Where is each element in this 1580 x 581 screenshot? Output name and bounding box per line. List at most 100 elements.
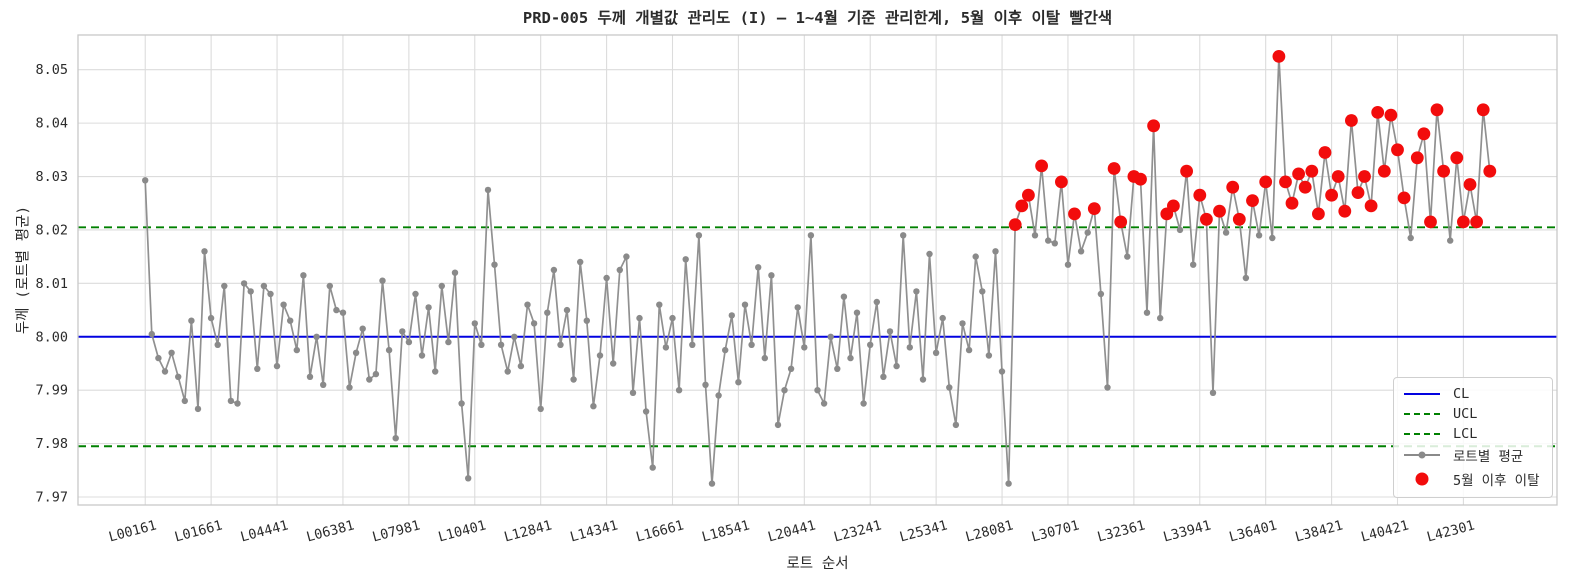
data-point-marker bbox=[260, 282, 268, 290]
data-point-marker bbox=[781, 387, 788, 394]
legend-item-lcl: LCL bbox=[1404, 426, 1542, 442]
data-point-marker bbox=[247, 288, 254, 295]
data-point-marker bbox=[293, 346, 300, 354]
data-point-marker bbox=[333, 306, 340, 314]
data-point-marker bbox=[774, 421, 782, 429]
x-tick-label: L06381 bbox=[305, 517, 356, 545]
data-point-marker bbox=[1084, 229, 1091, 236]
outlier-marker bbox=[1068, 207, 1081, 221]
y-tick-label: 8.02 bbox=[35, 222, 68, 238]
x-tick-label: L42301 bbox=[1425, 517, 1476, 545]
data-point-marker bbox=[695, 232, 703, 239]
outlier-marker bbox=[1397, 191, 1411, 205]
data-point-marker bbox=[807, 232, 815, 239]
data-point-marker bbox=[313, 333, 320, 340]
x-tick-label: L25341 bbox=[898, 517, 949, 545]
x-tick-label: L28081 bbox=[964, 517, 1015, 545]
outlier-marker bbox=[1147, 119, 1160, 133]
data-point-marker bbox=[748, 341, 755, 348]
data-point-marker bbox=[992, 248, 999, 255]
data-point-marker bbox=[682, 256, 689, 263]
out-of-control-dot-swatch bbox=[1404, 472, 1440, 486]
data-point-marker bbox=[959, 320, 966, 327]
data-point-marker bbox=[544, 309, 551, 316]
outlier-marker bbox=[1200, 212, 1213, 226]
data-point-marker bbox=[366, 376, 373, 383]
data-point-marker bbox=[372, 370, 380, 378]
data-point-marker bbox=[504, 368, 511, 375]
data-point-marker bbox=[465, 475, 472, 482]
outlier-marker bbox=[1193, 188, 1207, 202]
data-point-marker bbox=[425, 304, 432, 311]
data-point-marker bbox=[590, 403, 597, 410]
data-point-marker bbox=[728, 312, 735, 319]
outlier-marker bbox=[1305, 164, 1319, 178]
y-tick-label: 7.99 bbox=[35, 383, 68, 399]
x-tick-label: L36401 bbox=[1227, 517, 1278, 545]
data-point-marker bbox=[287, 317, 294, 324]
x-tick-label: L38421 bbox=[1293, 517, 1344, 545]
data-point-marker bbox=[339, 309, 347, 316]
data-point-marker bbox=[853, 309, 861, 316]
legend-label-lot-mean: 로트별 평균 bbox=[1453, 449, 1524, 466]
data-point-marker bbox=[1209, 389, 1217, 396]
data-point-marker bbox=[847, 354, 854, 362]
outlier-marker bbox=[1476, 103, 1490, 117]
x-tick-label: L18541 bbox=[700, 517, 751, 545]
data-point-marker bbox=[642, 408, 650, 415]
data-point-marker bbox=[932, 349, 940, 356]
data-point-marker bbox=[273, 362, 281, 370]
data-point-marker bbox=[827, 333, 834, 340]
data-point-marker bbox=[834, 365, 841, 372]
data-point-marker bbox=[577, 258, 584, 266]
y-tick-label: 8.05 bbox=[35, 62, 68, 78]
outlier-marker bbox=[1114, 215, 1128, 229]
x-tick-label: L16661 bbox=[634, 517, 685, 545]
data-point-marker bbox=[860, 400, 867, 407]
data-point-marker bbox=[893, 362, 900, 370]
outlier-marker bbox=[1246, 194, 1259, 208]
data-point-marker bbox=[346, 384, 353, 391]
y-tick-label: 8.01 bbox=[35, 276, 68, 292]
legend-label-lcl: LCL bbox=[1453, 425, 1478, 442]
data-point-marker bbox=[385, 346, 393, 354]
data-point-marker bbox=[432, 368, 439, 375]
legend-label-cl: CL bbox=[1453, 386, 1470, 402]
y-tick-label: 7.97 bbox=[35, 489, 68, 505]
data-point-marker bbox=[438, 282, 445, 290]
data-point-marker bbox=[1269, 234, 1276, 242]
data-point-marker bbox=[662, 344, 670, 351]
ucl-dashed-line-swatch bbox=[1404, 407, 1440, 421]
data-point-marker bbox=[484, 186, 492, 194]
outlier-marker bbox=[1377, 164, 1391, 178]
data-point-marker bbox=[702, 381, 709, 388]
outlier-marker bbox=[1298, 180, 1312, 194]
data-point-marker bbox=[1242, 274, 1250, 282]
x-tick-label: L14341 bbox=[568, 517, 619, 545]
data-point-marker bbox=[801, 344, 808, 351]
data-point-marker bbox=[952, 421, 960, 429]
data-point-marker bbox=[1064, 261, 1072, 268]
x-axis-label: 로트 순서 bbox=[786, 556, 849, 572]
y-tick-label: 8.00 bbox=[35, 329, 68, 345]
outlier-marker bbox=[1371, 106, 1385, 119]
data-point-marker bbox=[280, 301, 287, 308]
outlier-marker bbox=[1107, 162, 1121, 175]
data-point-marker bbox=[583, 317, 590, 324]
plot-background bbox=[78, 35, 1557, 505]
data-point-marker bbox=[623, 253, 630, 260]
x-tick-label: L10401 bbox=[437, 517, 488, 545]
data-point-marker bbox=[794, 304, 801, 311]
data-point-marker bbox=[636, 314, 643, 322]
data-point-marker bbox=[1045, 237, 1052, 244]
data-point-marker bbox=[880, 373, 887, 380]
legend-label-ucl: UCL bbox=[1453, 405, 1478, 422]
outlier-marker bbox=[1391, 143, 1404, 157]
data-point-marker bbox=[1190, 261, 1197, 268]
data-point-marker bbox=[254, 365, 261, 372]
data-point-marker bbox=[1447, 237, 1454, 244]
data-point-marker bbox=[418, 352, 426, 359]
data-point-marker bbox=[306, 373, 314, 380]
data-point-marker bbox=[675, 387, 683, 394]
data-point-marker bbox=[194, 405, 202, 413]
